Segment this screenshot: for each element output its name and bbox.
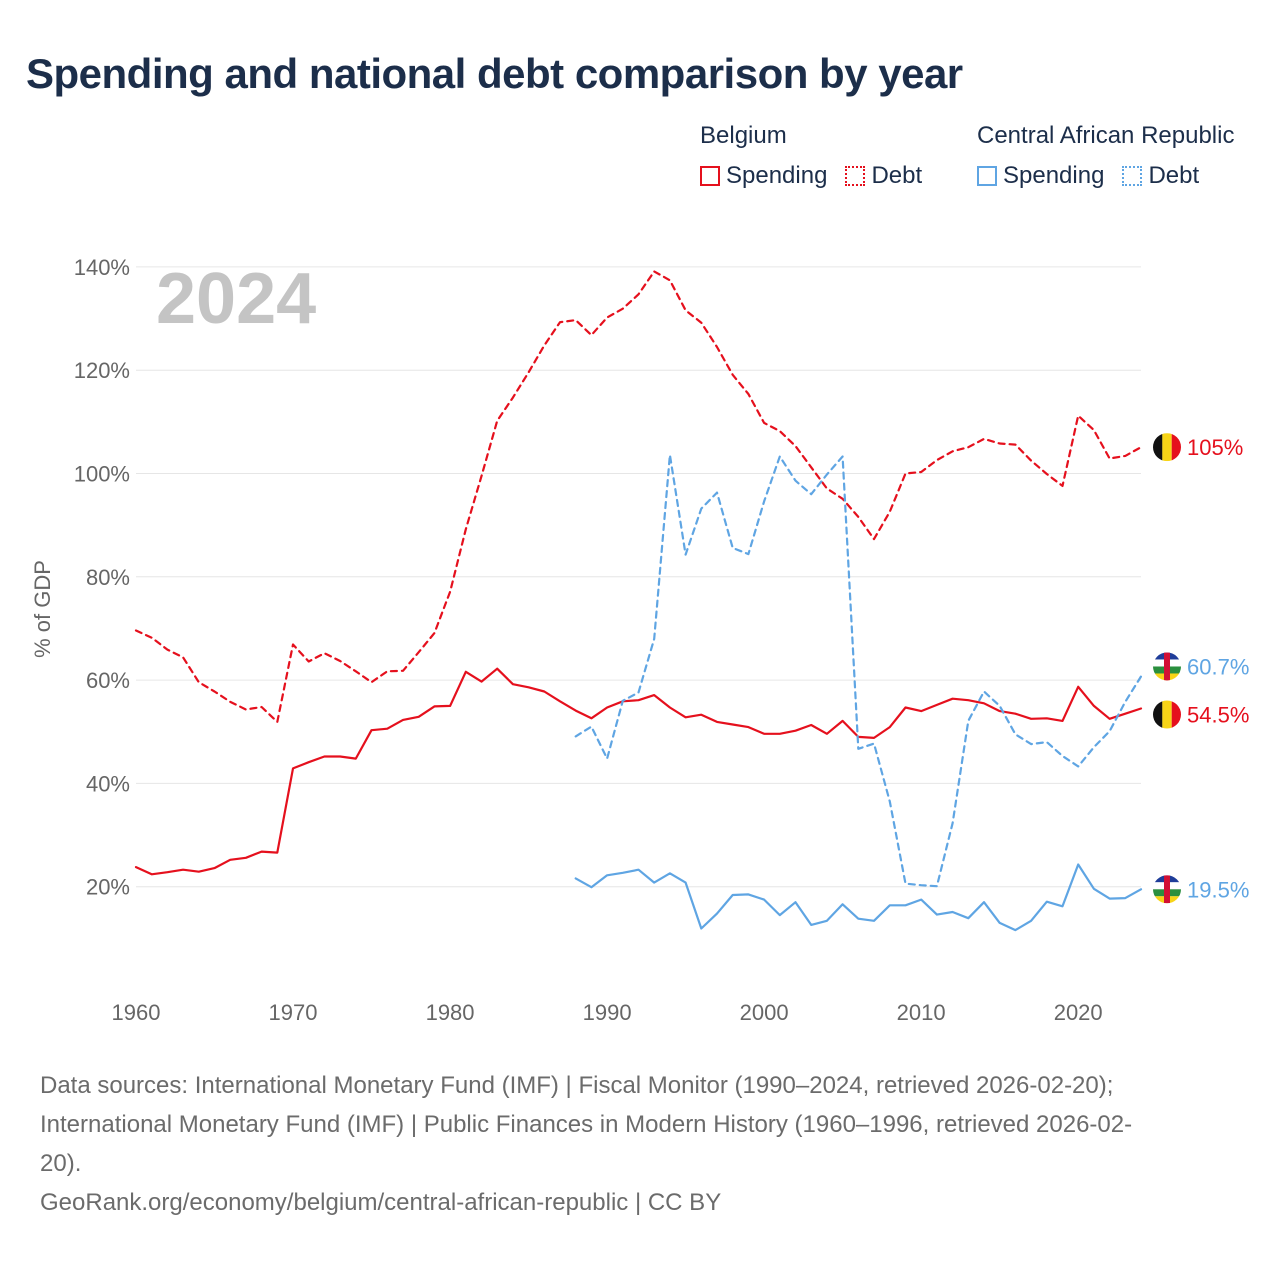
belgium-flag-icon: [1153, 433, 1181, 462]
y-tick-label: 100%: [74, 462, 130, 487]
legend-item-label: Spending: [1003, 162, 1105, 189]
legend-item-label: Spending: [726, 162, 828, 189]
legend-item-label: Debt: [1148, 162, 1200, 189]
x-tick-label: 2020: [1054, 1000, 1103, 1025]
dotted-swatch-icon: [1122, 166, 1143, 186]
series-end-label: 105%: [1187, 435, 1243, 460]
y-tick-label: 20%: [86, 875, 130, 900]
footer: Data sources: International Monetary Fun…: [40, 1066, 1240, 1222]
data-sources-line: International Monetary Fund (IMF) | Publ…: [40, 1111, 1133, 1138]
legend-country-label: Central African Republic: [977, 122, 1235, 149]
series-line-central-african-republic-debt[interactable]: [574, 453, 1143, 888]
line-chart: 2024 20% 40% 60% 80% 100% 120% 140% 1960 1970 198…: [30, 255, 1249, 1025]
x-tick-label: 1970: [269, 1000, 318, 1025]
legend-central-african-republic: Central African Republic Spending Debt: [977, 122, 1234, 190]
dotted-swatch-icon: [845, 166, 866, 186]
central-african-republic-flag-icon: [1153, 652, 1181, 681]
series-end-label: 60.7%: [1187, 654, 1249, 679]
series-end-label: 54.5%: [1187, 703, 1249, 728]
y-tick-label: 40%: [86, 771, 130, 796]
y-tick-label: 60%: [86, 668, 130, 693]
legend-car-spending[interactable]: Spending: [977, 162, 1104, 190]
chart-title: Spending and national debt comparison by…: [26, 50, 963, 97]
central-african-republic-flag-icon: [1153, 875, 1181, 904]
legend-belgium: Belgium Spending Debt: [700, 122, 922, 190]
legend-item-label: Debt: [871, 162, 923, 189]
year-watermark: 2024: [156, 259, 316, 339]
data-sources-line: 20).: [40, 1150, 82, 1177]
x-tick-label: 2010: [897, 1000, 946, 1025]
legend-car-debt[interactable]: Debt: [1122, 162, 1199, 190]
x-tick-label: 1990: [583, 1000, 632, 1025]
series-end-label: 19.5%: [1187, 877, 1249, 902]
legend-country-label: Belgium: [700, 122, 787, 149]
x-tick-label: 1980: [426, 1000, 475, 1025]
series-line-belgium-spending[interactable]: [134, 667, 1143, 876]
series-line-central-african-republic-spending[interactable]: [574, 863, 1143, 932]
solid-swatch-icon: [700, 166, 720, 186]
series-line-belgium-debt[interactable]: [134, 270, 1143, 724]
x-tick-label: 2000: [740, 1000, 789, 1025]
data-sources-line: Data sources: International Monetary Fun…: [40, 1072, 1114, 1099]
y-tick-label: 80%: [86, 565, 130, 590]
legend-belgium-debt[interactable]: Debt: [845, 162, 922, 190]
x-tick-label: 1960: [112, 1000, 161, 1025]
chart-area: 2024 20% 40% 60% 80% 100% 120% 140% 1960 1970 198…: [0, 230, 1280, 1040]
gridlines: [136, 266, 1141, 888]
belgium-flag-icon: [1153, 700, 1181, 729]
y-axis-label: % of GDP: [30, 560, 55, 658]
solid-swatch-icon: [977, 166, 997, 186]
y-tick-label: 120%: [74, 358, 130, 383]
y-tick-label: 140%: [74, 255, 130, 280]
credit-link[interactable]: GeoRank.org/economy/belgium/central-afri…: [40, 1189, 722, 1216]
legend-belgium-spending[interactable]: Spending: [700, 162, 827, 190]
